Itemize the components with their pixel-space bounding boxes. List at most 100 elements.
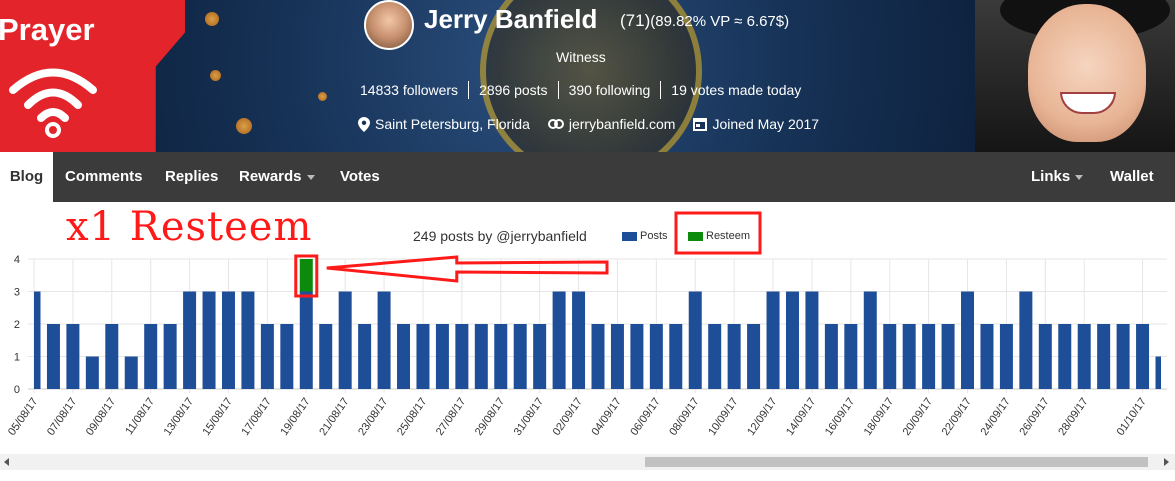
posts-bar <box>280 324 294 389</box>
posts-bar <box>533 324 547 389</box>
posts-bar <box>941 324 955 389</box>
posts-bar <box>552 291 566 389</box>
legend-swatch-resteem <box>688 231 703 241</box>
scrollbar-thumb[interactable] <box>645 457 1148 467</box>
votes-today: 19 votes made today <box>660 81 811 99</box>
y-tick-label: 4 <box>14 254 20 266</box>
posts-bar <box>999 324 1013 389</box>
followers-count[interactable]: 14833 followers <box>360 82 459 98</box>
location-pin-icon <box>358 116 370 132</box>
posts-bar <box>922 324 936 389</box>
posts-bar <box>824 324 838 389</box>
x-tick-label: 31/08/17 <box>512 396 546 438</box>
scroll-right-arrow-icon[interactable] <box>1162 458 1170 466</box>
following-count[interactable]: 390 following <box>557 81 661 99</box>
profile-reputation: (71)(89.82% VP ≈ 6.67$) <box>620 11 789 31</box>
posts-bar <box>688 291 702 389</box>
witness-badge: Witness <box>556 49 606 65</box>
posts-bar <box>416 324 430 389</box>
posts-bar <box>124 356 138 389</box>
profile-meta: Saint Petersburg, Florida jerrybanfield.… <box>358 116 837 132</box>
posts-bar <box>708 324 722 389</box>
legend-resteem[interactable]: Resteem <box>688 230 750 242</box>
posts-bar <box>221 291 235 389</box>
posts-bar <box>358 324 372 389</box>
posts-bar <box>260 324 274 389</box>
y-tick-label: 0 <box>14 384 20 396</box>
y-tick-label: 3 <box>14 287 20 299</box>
posts-count[interactable]: 2896 posts <box>468 81 558 99</box>
posts-bar <box>980 324 994 389</box>
posts-bar <box>961 291 975 389</box>
posts-bar <box>727 324 741 389</box>
bokeh-light <box>318 92 327 101</box>
posts-bar <box>455 324 469 389</box>
posts-bar <box>902 324 916 389</box>
x-tick-label: 22/09/17 <box>940 396 974 438</box>
posts-bar <box>1136 324 1150 389</box>
calendar-icon <box>693 118 708 131</box>
posts-bar <box>747 324 761 389</box>
bokeh-light <box>205 12 219 26</box>
posts-bar <box>883 324 897 389</box>
posts-bar <box>319 324 333 389</box>
website-link[interactable]: jerrybanfield.com <box>568 116 676 132</box>
legend-swatch-posts <box>622 231 637 241</box>
tab-replies[interactable]: Replies <box>165 168 219 185</box>
posts-bar <box>105 324 119 389</box>
tab-votes[interactable]: Votes <box>340 168 380 185</box>
posts-bar <box>494 324 508 389</box>
menu-links-label: Links <box>1031 168 1071 185</box>
menu-links[interactable]: Links <box>1031 152 1084 202</box>
horizontal-scrollbar[interactable] <box>0 454 1175 470</box>
posts-bar <box>435 324 449 389</box>
x-tick-label: 17/08/17 <box>239 396 273 438</box>
posts-bar <box>591 324 605 389</box>
joined-text: Joined May 2017 <box>712 116 820 132</box>
posts-bar <box>785 291 799 389</box>
tab-comments[interactable]: Comments <box>65 168 143 185</box>
legend-posts[interactable]: Posts <box>622 230 668 242</box>
posts-bar <box>1019 291 1033 389</box>
posts-bar <box>1058 324 1072 389</box>
tab-rewards[interactable]: Rewards <box>239 152 315 202</box>
posts-bar <box>766 291 780 389</box>
posts-bar <box>241 291 255 389</box>
tab-rewards-label: Rewards <box>239 168 302 185</box>
profile-stats: 14833 followers 2896 posts 390 following… <box>360 81 811 99</box>
x-tick-label: 14/09/17 <box>784 396 818 438</box>
legend-label-resteem: Resteem <box>706 230 751 242</box>
tab-wallet[interactable]: Wallet <box>1110 168 1154 185</box>
annotation-arrow <box>326 255 609 283</box>
posts-bar <box>669 324 683 389</box>
tab-blog[interactable]: Blog <box>0 152 53 202</box>
annotation-highlight-box <box>294 254 319 298</box>
y-tick-label: 1 <box>14 352 20 364</box>
x-tick-label: 20/09/17 <box>901 396 935 438</box>
x-tick-label: 05/08/17 <box>6 396 40 438</box>
posts-bar <box>46 324 60 389</box>
posts-bar <box>1155 356 1161 389</box>
location: Saint Petersburg, Florida <box>358 116 530 132</box>
x-tick-label: 11/08/17 <box>123 396 157 437</box>
posts-bar <box>805 291 819 389</box>
y-tick-label: 2 <box>14 319 20 331</box>
x-tick-label: 18/09/17 <box>862 396 896 438</box>
posts-bar <box>397 324 411 389</box>
posts-bar <box>66 324 80 389</box>
x-tick-label: 26/09/17 <box>1017 396 1051 438</box>
posts-bar <box>1116 324 1130 389</box>
x-tick-label: 06/09/17 <box>628 396 662 438</box>
x-tick-label: 08/09/17 <box>667 396 701 438</box>
x-tick-label: 29/08/17 <box>473 396 507 438</box>
website[interactable]: jerrybanfield.com <box>547 116 676 132</box>
x-tick-label: 13/08/17 <box>162 396 196 438</box>
scroll-left-arrow-icon[interactable] <box>3 458 11 466</box>
posts-bar <box>649 324 663 389</box>
x-tick-label: 10/09/17 <box>706 396 740 438</box>
posts-bar <box>144 324 158 389</box>
posts-bar <box>377 291 391 389</box>
x-tick-label: 02/09/17 <box>551 396 585 438</box>
wifi-icon <box>9 68 97 138</box>
avatar[interactable] <box>364 0 414 50</box>
